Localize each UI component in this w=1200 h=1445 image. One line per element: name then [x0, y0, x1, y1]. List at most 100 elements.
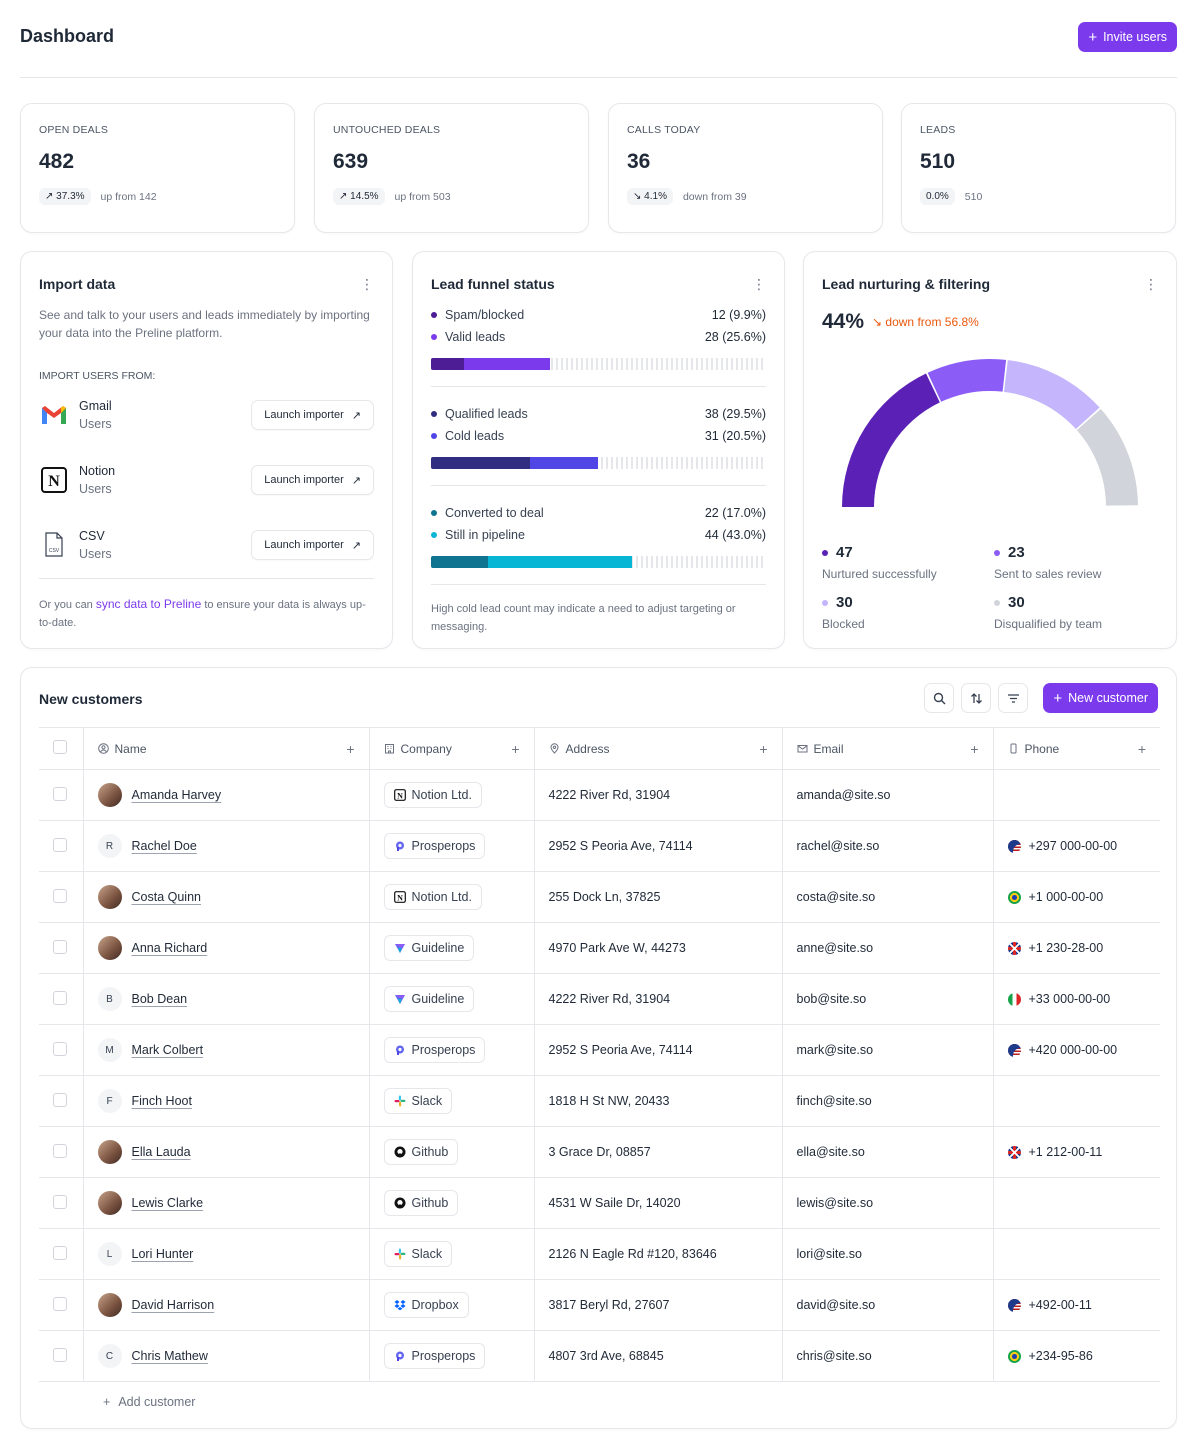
- customer-name-link[interactable]: Amanda Harvey: [131, 788, 222, 802]
- column-header-address[interactable]: Address +: [533, 727, 782, 770]
- company-badge[interactable]: Github: [383, 1139, 459, 1165]
- company-badge[interactable]: Slack: [383, 1088, 453, 1114]
- company-badge[interactable]: N Notion Ltd.: [383, 782, 482, 808]
- row-checkbox[interactable]: [53, 1092, 67, 1107]
- customer-name-link[interactable]: David Harrison: [131, 1298, 215, 1312]
- table-row[interactable]: Lewis Clarke Github 4531 W Saile Dr, 14020…: [39, 1177, 1160, 1229]
- row-checkbox[interactable]: [53, 786, 67, 801]
- customer-name-link[interactable]: Chris Mathew: [131, 1349, 208, 1363]
- company-badge[interactable]: Slack: [383, 1241, 453, 1267]
- table-row[interactable]: M Mark Colbert Prosperops 2952 S Peoria Ave…: [39, 1024, 1160, 1076]
- name-cell: Ella Lauda: [82, 1126, 369, 1178]
- customer-name-link[interactable]: Rachel Doe: [131, 839, 197, 853]
- filter-button[interactable]: [998, 683, 1028, 713]
- customer-name-link[interactable]: Costa Quinn: [131, 890, 201, 904]
- add-column-plus-icon[interactable]: +: [511, 740, 520, 757]
- row-checkbox[interactable]: [53, 1245, 67, 1260]
- address-cell: 4970 Park Ave W, 44273: [533, 922, 782, 974]
- row-checkbox[interactable]: [53, 1296, 67, 1311]
- add-customer-button[interactable]: + Add customer: [103, 1395, 195, 1409]
- company-badge[interactable]: Github: [383, 1190, 459, 1216]
- more-vertical-icon[interactable]: ⋮: [752, 276, 766, 292]
- select-all-checkbox[interactable]: [53, 740, 67, 754]
- funnel-label: Still in pipeline: [445, 528, 525, 542]
- row-checkbox[interactable]: [53, 939, 67, 954]
- add-column-plus-icon[interactable]: +: [1137, 740, 1146, 757]
- company-badge[interactable]: Guideline: [383, 935, 475, 961]
- sync-data-link[interactable]: sync data to Preline: [95, 597, 202, 611]
- column-header-company[interactable]: Company +: [368, 727, 534, 770]
- launch-importer-button[interactable]: Launch importer ↗: [251, 400, 374, 430]
- company-badge[interactable]: N Notion Ltd.: [383, 884, 482, 910]
- import-footer-post: to ensure your data is always up-to-date…: [39, 599, 366, 629]
- customer-name-link[interactable]: Bob Dean: [131, 992, 188, 1006]
- legend-count: 30: [1008, 594, 1025, 611]
- table-row[interactable]: R Rachel Doe Prosperops 2952 S Peoria Ave, …: [39, 820, 1160, 872]
- address-cell: 4222 River Rd, 31904: [533, 769, 782, 821]
- customer-name-link[interactable]: Mark Colbert: [131, 1043, 204, 1057]
- table-row[interactable]: Anna Richard Guideline 4970 Park Ave W, 44…: [39, 922, 1160, 974]
- nurturing-percent: 44%: [822, 310, 865, 333]
- customer-name-link[interactable]: Lori Hunter: [131, 1247, 194, 1261]
- row-checkbox[interactable]: [53, 1194, 67, 1209]
- legend-label: Sent to sales review: [994, 567, 1102, 581]
- invite-users-button[interactable]: + Invite users: [1078, 22, 1177, 52]
- funnel-bar-segment: [431, 358, 465, 370]
- company-badge[interactable]: Prosperops: [383, 1343, 486, 1369]
- funnel-label: Valid leads: [445, 330, 506, 344]
- row-checkbox[interactable]: [53, 837, 67, 852]
- more-vertical-icon[interactable]: ⋮: [1144, 276, 1158, 292]
- table-row[interactable]: Ella Lauda Github 3 Grace Dr, 08857 ella@si…: [39, 1126, 1160, 1178]
- table-row[interactable]: C Chris Mathew Prosperops 4807 3rd Ave, 688…: [39, 1330, 1160, 1382]
- company-cell: Guideline: [368, 973, 534, 1025]
- launch-importer-button[interactable]: Launch importer ↗: [251, 465, 374, 495]
- company-badge[interactable]: Prosperops: [383, 1037, 486, 1063]
- row-checkbox[interactable]: [53, 990, 67, 1005]
- customer-name-link[interactable]: Ella Lauda: [131, 1145, 191, 1159]
- customer-name-link[interactable]: Anna Richard: [131, 941, 208, 955]
- company-badge[interactable]: Dropbox: [383, 1292, 469, 1318]
- import-source-name: Gmail: [79, 399, 112, 413]
- company-badge[interactable]: Guideline: [383, 986, 475, 1012]
- funnel-label: Qualified leads: [445, 407, 528, 421]
- table-row[interactable]: Amanda Harvey N Notion Ltd. 4222 River Rd, …: [39, 769, 1160, 821]
- address-cell: 4531 W Saile Dr, 14020: [533, 1177, 782, 1229]
- table-row[interactable]: F Finch Hoot Slack 1818 H St NW, 20433 finch…: [39, 1075, 1160, 1127]
- customer-name-link[interactable]: Lewis Clarke: [131, 1196, 204, 1210]
- funnel-bar-segment: [464, 358, 550, 370]
- column-header-name[interactable]: Name +: [82, 727, 369, 770]
- stat-label: CALLS TODAY: [627, 124, 701, 136]
- row-checkbox[interactable]: [53, 1347, 67, 1362]
- add-column-plus-icon[interactable]: +: [759, 740, 768, 757]
- new-customer-label: New customer: [1068, 691, 1148, 705]
- stat-change: 14.5%: [350, 191, 379, 202]
- avatar-initial: F: [106, 1095, 113, 1107]
- table-row[interactable]: B Bob Dean Guideline 4222 River Rd, 31904 bo…: [39, 973, 1160, 1025]
- address-cell: 2952 S Peoria Ave, 74114: [533, 1024, 782, 1076]
- nurturing-title: Lead nurturing & filtering: [822, 276, 990, 292]
- new-customer-button[interactable]: + New customer: [1043, 683, 1158, 713]
- legend-dot: [431, 312, 437, 318]
- company-name: Prosperops: [411, 839, 476, 853]
- table-row[interactable]: Costa Quinn N Notion Ltd. 255 Dock Ln, 3782…: [39, 871, 1160, 923]
- customer-name-link[interactable]: Finch Hoot: [131, 1094, 192, 1108]
- stat-change-badge: ↗ 37.3%: [39, 188, 91, 205]
- more-vertical-icon[interactable]: ⋮: [360, 276, 374, 292]
- column-header-email[interactable]: Email +: [781, 727, 993, 770]
- add-column-plus-icon[interactable]: +: [346, 740, 355, 757]
- company-badge[interactable]: Prosperops: [383, 833, 486, 859]
- sort-button[interactable]: [961, 683, 991, 713]
- search-button[interactable]: [924, 683, 954, 713]
- funnel-footer: High cold lead count may indicate a need…: [431, 603, 736, 633]
- table-row[interactable]: L Lori Hunter Slack 2126 N Eagle Rd #120, 8…: [39, 1228, 1160, 1280]
- row-checkbox[interactable]: [53, 1041, 67, 1056]
- column-header-phone[interactable]: Phone +: [992, 727, 1160, 770]
- email-cell: costa@site.so: [781, 871, 993, 923]
- address-cell: 1818 H St NW, 20433: [533, 1075, 782, 1127]
- row-checkbox[interactable]: [53, 1143, 67, 1158]
- table-row[interactable]: David Harrison Dropbox 3817 Beryl Rd, 2760…: [39, 1279, 1160, 1331]
- add-column-plus-icon[interactable]: +: [970, 740, 979, 757]
- launch-importer-button[interactable]: Launch importer ↗: [251, 530, 374, 560]
- row-checkbox[interactable]: [53, 888, 67, 903]
- company-name: Github: [411, 1196, 449, 1210]
